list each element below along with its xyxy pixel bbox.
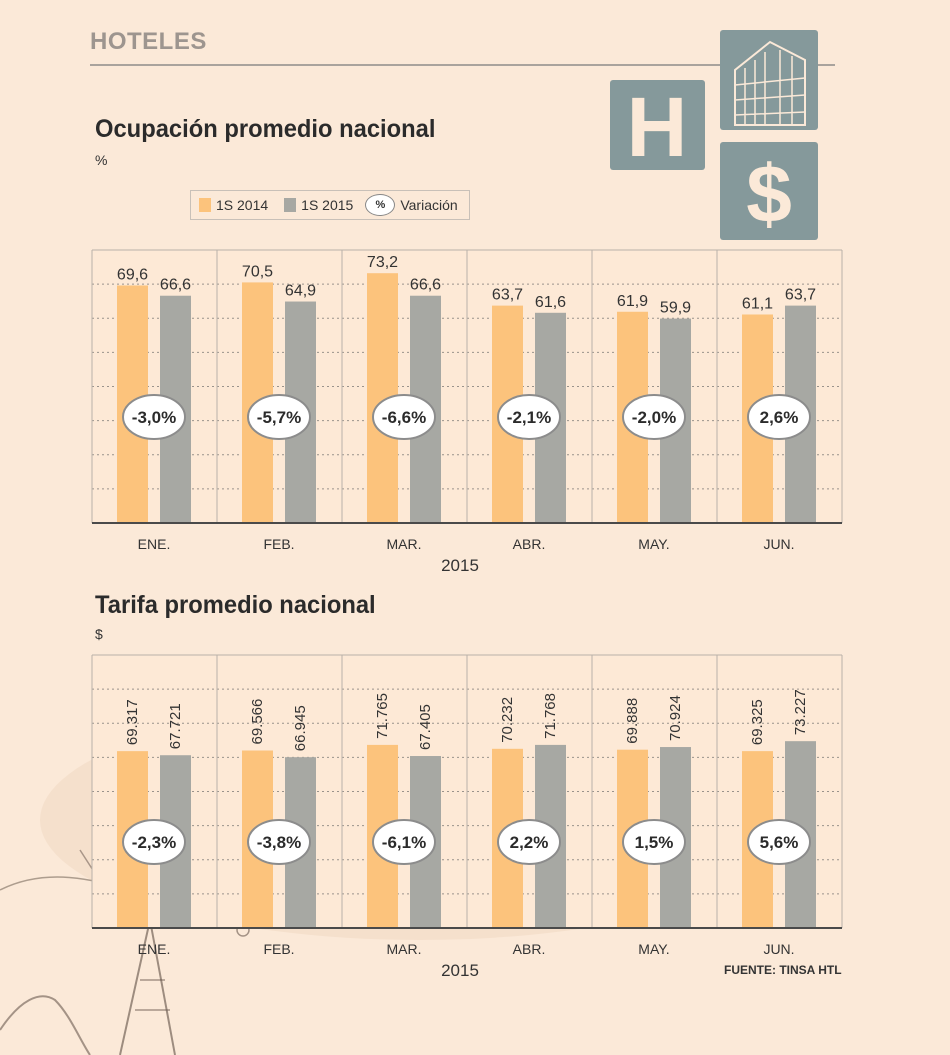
data-label: 61,6 — [535, 294, 566, 311]
data-label: 70.924 — [667, 695, 684, 741]
data-label: 73.227 — [792, 689, 809, 735]
data-label: 69.888 — [624, 698, 641, 744]
category-label: MAR. — [387, 941, 422, 957]
hotel-h-glyph: H — [627, 80, 688, 174]
data-label: 69.317 — [124, 699, 141, 745]
legend-swatch-2014 — [199, 198, 211, 212]
occupancy-chart: 69,6 66,6 -3,0% ENE. 70,5 64,9 -5,7% FEB. 73,2 66… — [91, 249, 843, 575]
data-label: 66.945 — [292, 705, 309, 751]
category-label: ABR. — [513, 941, 546, 957]
occupancy-unit: % — [95, 152, 108, 168]
variation-oval — [372, 394, 436, 440]
legend-item-variation: % Variación — [365, 194, 458, 216]
data-label: 67.721 — [167, 703, 184, 749]
section-title: HOTELES — [90, 28, 207, 55]
legend-item-2014: 1S 2014 — [199, 197, 268, 213]
variation-oval — [122, 394, 186, 440]
occupancy-chart-title: Ocupación promedio nacional — [95, 115, 436, 143]
legend-label-variation: Variación — [400, 197, 458, 213]
legend-swatch-2015 — [284, 198, 297, 212]
data-label: 67.405 — [417, 704, 434, 750]
variation-label: -2,0% — [632, 408, 676, 427]
data-label: 61,1 — [742, 295, 773, 312]
rate-unit: $ — [95, 626, 103, 642]
section-rule — [90, 64, 835, 66]
data-label: 70.232 — [499, 697, 516, 743]
variation-label: -3,0% — [132, 408, 176, 427]
hotel-h-icon: H — [610, 80, 705, 174]
data-label: 73,2 — [367, 254, 398, 271]
category-label: ENE. — [138, 941, 171, 957]
variation-label: -2,1% — [507, 408, 551, 427]
dollar-icon: $ — [720, 142, 818, 240]
legend-item-2015: 1S 2015 — [284, 197, 353, 213]
variation-oval — [622, 819, 686, 865]
variation-label: -6,6% — [382, 408, 426, 427]
category-label: MAR. — [387, 536, 422, 552]
variation-label: -6,1% — [382, 833, 426, 852]
category-label: JUN. — [763, 941, 794, 957]
building-icon — [720, 30, 818, 130]
data-label: 66,6 — [160, 277, 191, 294]
category-label: ABR. — [513, 536, 546, 552]
category-label: JUN. — [763, 536, 794, 552]
data-label: 71.765 — [374, 693, 391, 739]
data-label: 71.768 — [542, 693, 559, 739]
variation-label: 2,2% — [510, 833, 549, 852]
category-label: ENE. — [138, 536, 171, 552]
variation-oval — [247, 394, 311, 440]
data-label: 69.566 — [249, 699, 266, 745]
category-label: MAY. — [638, 941, 669, 957]
data-label: 63,7 — [492, 287, 523, 304]
legend-label-2014: 1S 2014 — [216, 197, 269, 213]
category-label: MAY. — [638, 536, 669, 552]
dollar-glyph: $ — [746, 149, 792, 240]
variation-label: 1,5% — [635, 833, 674, 852]
variation-oval — [497, 394, 561, 440]
data-label: 61,9 — [617, 293, 648, 310]
data-label: 69,6 — [117, 266, 148, 283]
variation-label: 2,6% — [760, 408, 799, 427]
variation-oval-icon: % — [365, 194, 396, 216]
variation-oval — [497, 819, 561, 865]
variation-oval — [747, 394, 811, 440]
variation-oval — [122, 819, 186, 865]
category-label: FEB. — [263, 536, 294, 552]
variation-label: -3,8% — [257, 833, 301, 852]
category-label: FEB. — [263, 941, 294, 957]
rate-chart: 69.317 67.721 -2,3% ENE. 69.566 66.945 -3,8% FE… — [91, 654, 843, 980]
variation-label: 5,6% — [760, 833, 799, 852]
variation-label: -5,7% — [257, 408, 301, 427]
legend-label-2015: 1S 2015 — [301, 197, 354, 213]
data-label: 63,7 — [785, 287, 816, 304]
data-label: 64,9 — [285, 283, 316, 300]
data-label: 59,9 — [660, 300, 691, 317]
variation-oval — [372, 819, 436, 865]
rate-chart-title: Tarifa promedio nacional — [95, 591, 376, 619]
x-axis-label: 2015 — [441, 961, 479, 980]
variation-label: -2,3% — [132, 833, 176, 852]
source-note: FUENTE: TINSA HTL — [724, 963, 842, 977]
data-label: 66,6 — [410, 277, 441, 294]
variation-oval — [622, 394, 686, 440]
data-label: 70,5 — [242, 263, 273, 280]
chart-legend: 1S 2014 1S 2015 % Variación — [190, 190, 470, 220]
hotel-logo: H $ — [610, 30, 818, 240]
data-label: 69.325 — [749, 699, 766, 745]
x-axis-label: 2015 — [441, 556, 479, 575]
variation-oval — [247, 819, 311, 865]
variation-oval — [747, 819, 811, 865]
